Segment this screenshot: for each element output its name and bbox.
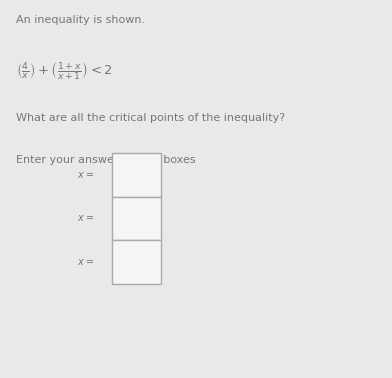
Text: $\left(\frac{4}{x}\right) + \left(\frac{1+x}{x+1}\right) < 2$: $\left(\frac{4}{x}\right) + \left(\frac{… (16, 60, 113, 82)
Text: x =: x = (77, 257, 94, 267)
Text: x =: x = (77, 213, 94, 223)
Text: x =: x = (77, 170, 94, 180)
FancyBboxPatch shape (112, 240, 161, 284)
Text: What are all the critical points of the inequality?: What are all the critical points of the … (16, 113, 285, 123)
Text: An inequality is shown.: An inequality is shown. (16, 15, 145, 25)
FancyBboxPatch shape (112, 197, 161, 240)
FancyBboxPatch shape (112, 153, 161, 197)
Text: Enter your answers in the boxes: Enter your answers in the boxes (16, 155, 195, 165)
